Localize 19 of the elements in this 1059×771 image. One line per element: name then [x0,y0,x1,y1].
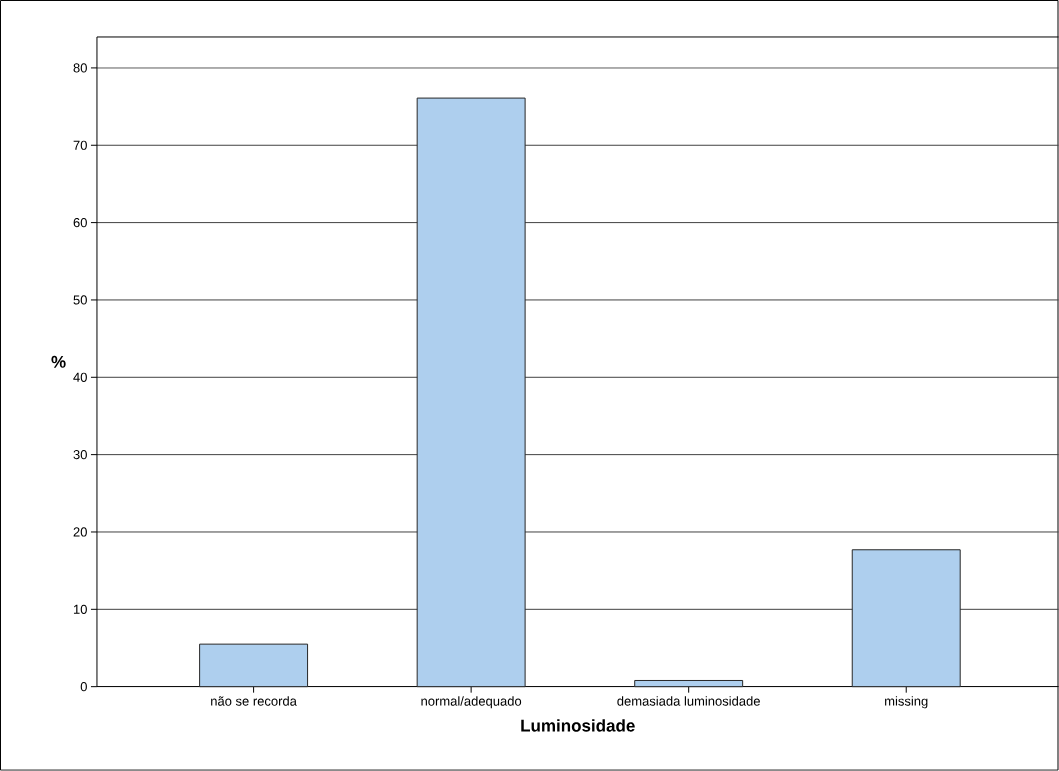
y-tick-label: 50 [73,295,87,305]
y-tick-label: 40 [73,372,87,383]
x-tick-label: missing [885,696,928,709]
bar [634,680,744,688]
bar [851,549,961,688]
y-tick-label: 70 [73,140,87,151]
y-tick-label: 80 [73,63,87,73]
y-tick-label: 30 [73,450,87,460]
x-tick-label: não se recorda [211,696,297,706]
x-axis-title: Luminosidade [521,719,635,732]
y-tick-label: 10 [73,604,87,615]
bar [199,643,309,688]
y-tick-label: 60 [73,218,87,228]
y-axis-title: % [51,356,66,368]
x-tick-label: demasiada luminosidade [617,696,760,706]
y-tick-label: 0 [80,682,87,692]
x-tick-label: normal/adequado [421,696,522,709]
y-tick-label: 20 [73,527,87,537]
bar [416,97,526,688]
